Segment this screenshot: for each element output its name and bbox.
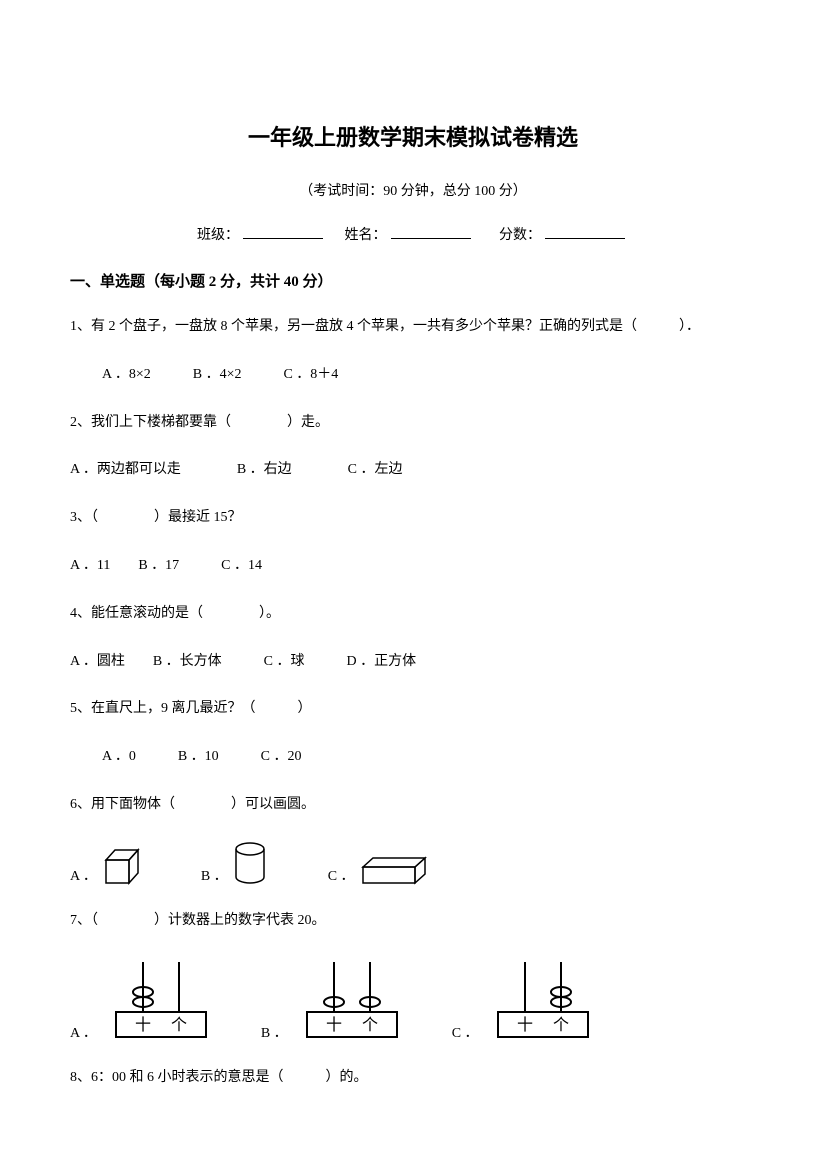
abacus-c-icon: 十 个 <box>483 957 603 1042</box>
question-7-options: A ． 十 个 B ． 十 个 C ． <box>70 957 756 1042</box>
class-blank <box>243 238 323 239</box>
cube-icon <box>101 845 141 885</box>
q6-option-c: C ． <box>328 855 429 885</box>
section-1-header: 一、单选题（每小题 2 分，共计 40 分） <box>70 270 756 291</box>
exam-subtitle: （考试时间：90 分钟，总分 100 分） <box>70 180 756 200</box>
question-4-options: A ．圆柱 B ．长方体 C ．球 D ．正方体 <box>70 650 756 674</box>
question-5-options: A ．0 B ．10 C ．20 <box>70 745 756 769</box>
score-label: 分数： <box>499 228 541 243</box>
svg-text:个: 个 <box>362 1016 378 1034</box>
q7-option-c: C ． 十 个 <box>452 957 603 1042</box>
q7-opt-c-label: C ． <box>452 1022 479 1042</box>
question-6-options: A ． B ． C ． <box>70 841 756 885</box>
question-7: 7、（ ）计数器上的数字代表 20。 <box>70 909 756 933</box>
q6-option-a: A ． <box>70 845 141 885</box>
question-1-options: A ．8×2 B ．4×2 C ．8＋4 <box>70 363 756 387</box>
q7-opt-a-label: A ． <box>70 1022 97 1042</box>
name-label: 姓名： <box>345 228 387 243</box>
question-1: 1、有 2 个盘子，一盘放 8 个苹果，另一盘放 4 个苹果，一共有多少个苹果？… <box>70 315 756 339</box>
cuboid-icon <box>359 855 429 885</box>
question-2: 2、我们上下楼梯都要靠（ ）走。 <box>70 411 756 435</box>
q7-opt-b-label: B ． <box>261 1022 288 1042</box>
svg-text:个: 个 <box>171 1016 187 1034</box>
svg-text:十: 十 <box>135 1016 151 1034</box>
question-6: 6、用下面物体（ ）可以画圆。 <box>70 793 756 817</box>
q6-option-b: B ． <box>201 841 268 885</box>
q6-opt-c-label: C ． <box>328 865 355 885</box>
student-info-line: 班级： 姓名： 分数： <box>70 224 756 244</box>
q7-option-b: B ． 十 个 <box>261 957 412 1042</box>
q7-option-a: A ． 十 个 <box>70 957 221 1042</box>
question-8: 8、6：00 和 6 小时表示的意思是（ ）的。 <box>70 1066 756 1090</box>
question-5: 5、在直尺上，9 离几最近？（ ） <box>70 697 756 721</box>
class-label: 班级： <box>197 228 239 243</box>
abacus-a-icon: 十 个 <box>101 957 221 1042</box>
q6-opt-a-label: A ． <box>70 865 97 885</box>
question-4: 4、能任意滚动的是（ ）。 <box>70 602 756 626</box>
score-blank <box>545 238 625 239</box>
name-blank <box>391 238 471 239</box>
svg-text:个: 个 <box>553 1016 569 1034</box>
svg-text:十: 十 <box>517 1016 533 1034</box>
abacus-b-icon: 十 个 <box>292 957 412 1042</box>
exam-title: 一年级上册数学期末模拟试卷精选 <box>70 120 756 152</box>
q6-opt-b-label: B ． <box>201 865 228 885</box>
question-2-options: A ．两边都可以走 B ．右边 C ．左边 <box>70 458 756 482</box>
question-3-options: A ．11 B ．17 C ．14 <box>70 554 756 578</box>
cylinder-icon <box>232 841 268 885</box>
question-3: 3、（ ）最接近 15？ <box>70 506 756 530</box>
svg-text:十: 十 <box>326 1016 342 1034</box>
